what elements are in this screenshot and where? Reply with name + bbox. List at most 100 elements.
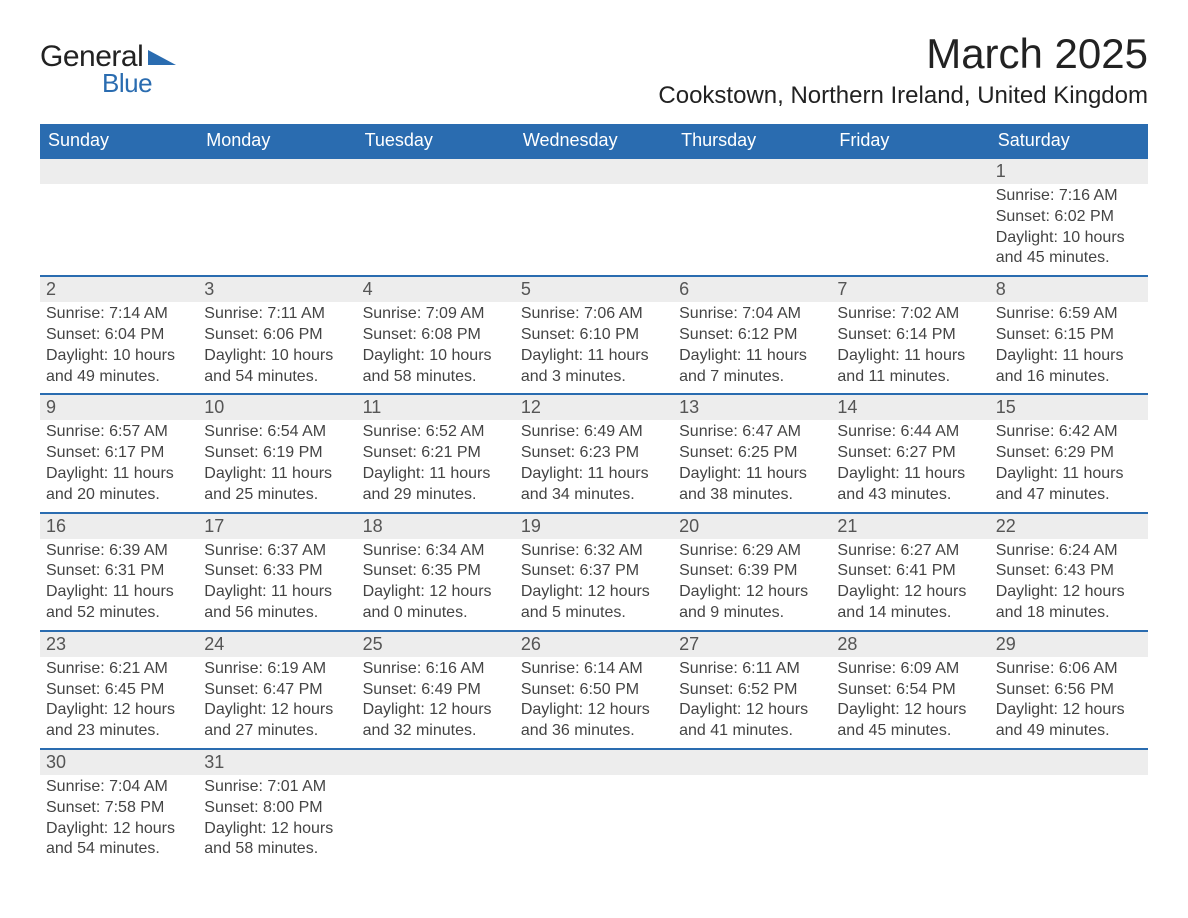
day-info-cell	[831, 775, 989, 866]
day-number-cell: 13	[673, 394, 831, 420]
month-title: March 2025	[658, 30, 1148, 78]
day-number-cell: 10	[198, 394, 356, 420]
sunset-line: Sunset: 6:56 PM	[996, 680, 1142, 701]
day-number-cell	[198, 158, 356, 184]
day-number-cell: 30	[40, 749, 198, 775]
sunset-line: Sunset: 6:17 PM	[46, 443, 192, 464]
day-number-row: 3031	[40, 749, 1148, 775]
sunrise-line: Sunrise: 6:44 AM	[837, 422, 983, 443]
sunrise-line: Sunrise: 6:27 AM	[837, 541, 983, 562]
header: General Blue March 2025 Cookstown, North…	[40, 30, 1148, 118]
day-number-cell: 19	[515, 513, 673, 539]
day-number-cell: 11	[357, 394, 515, 420]
daylight-line: Daylight: 11 hours and 56 minutes.	[204, 582, 350, 624]
col-monday: Monday	[198, 124, 356, 158]
day-info-cell: Sunrise: 7:09 AMSunset: 6:08 PMDaylight:…	[357, 302, 515, 394]
sunset-line: Sunset: 6:06 PM	[204, 325, 350, 346]
day-info-row: Sunrise: 6:21 AMSunset: 6:45 PMDaylight:…	[40, 657, 1148, 749]
day-number-cell: 16	[40, 513, 198, 539]
daylight-line: Daylight: 12 hours and 23 minutes.	[46, 700, 192, 742]
daylight-line: Daylight: 11 hours and 25 minutes.	[204, 464, 350, 506]
day-number-cell	[831, 158, 989, 184]
day-number-cell	[515, 158, 673, 184]
daylight-line: Daylight: 12 hours and 14 minutes.	[837, 582, 983, 624]
day-info-cell: Sunrise: 6:52 AMSunset: 6:21 PMDaylight:…	[357, 420, 515, 512]
daylight-line: Daylight: 12 hours and 54 minutes.	[46, 819, 192, 861]
sunrise-line: Sunrise: 7:14 AM	[46, 304, 192, 325]
day-number-cell: 6	[673, 276, 831, 302]
day-number-cell: 3	[198, 276, 356, 302]
daylight-line: Daylight: 11 hours and 38 minutes.	[679, 464, 825, 506]
daylight-line: Daylight: 11 hours and 52 minutes.	[46, 582, 192, 624]
sunrise-line: Sunrise: 6:49 AM	[521, 422, 667, 443]
daylight-line: Daylight: 11 hours and 11 minutes.	[837, 346, 983, 388]
day-number-cell	[357, 158, 515, 184]
day-number-cell	[990, 749, 1148, 775]
sunrise-line: Sunrise: 7:01 AM	[204, 777, 350, 798]
daylight-line: Daylight: 12 hours and 32 minutes.	[363, 700, 509, 742]
day-number-cell: 12	[515, 394, 673, 420]
day-info-cell: Sunrise: 7:02 AMSunset: 6:14 PMDaylight:…	[831, 302, 989, 394]
logo-triangle-icon	[148, 47, 176, 70]
col-saturday: Saturday	[990, 124, 1148, 158]
day-info-cell: Sunrise: 6:42 AMSunset: 6:29 PMDaylight:…	[990, 420, 1148, 512]
sunset-line: Sunset: 6:45 PM	[46, 680, 192, 701]
day-info-cell: Sunrise: 6:39 AMSunset: 6:31 PMDaylight:…	[40, 539, 198, 631]
day-number-row: 1	[40, 158, 1148, 184]
day-info-cell: Sunrise: 6:37 AMSunset: 6:33 PMDaylight:…	[198, 539, 356, 631]
daylight-line: Daylight: 11 hours and 34 minutes.	[521, 464, 667, 506]
daylight-line: Daylight: 11 hours and 47 minutes.	[996, 464, 1142, 506]
day-info-cell: Sunrise: 6:19 AMSunset: 6:47 PMDaylight:…	[198, 657, 356, 749]
daylight-line: Daylight: 11 hours and 29 minutes.	[363, 464, 509, 506]
sunset-line: Sunset: 6:04 PM	[46, 325, 192, 346]
day-info-cell: Sunrise: 6:16 AMSunset: 6:49 PMDaylight:…	[357, 657, 515, 749]
sunset-line: Sunset: 8:00 PM	[204, 798, 350, 819]
day-info-cell	[673, 184, 831, 276]
sunrise-line: Sunrise: 6:34 AM	[363, 541, 509, 562]
logo-text-blue: Blue	[102, 68, 152, 99]
day-info-cell	[990, 775, 1148, 866]
day-number-cell: 25	[357, 631, 515, 657]
daylight-line: Daylight: 12 hours and 41 minutes.	[679, 700, 825, 742]
sunrise-line: Sunrise: 6:32 AM	[521, 541, 667, 562]
sunset-line: Sunset: 6:08 PM	[363, 325, 509, 346]
col-thursday: Thursday	[673, 124, 831, 158]
day-info-cell: Sunrise: 7:04 AMSunset: 7:58 PMDaylight:…	[40, 775, 198, 866]
sunrise-line: Sunrise: 6:59 AM	[996, 304, 1142, 325]
sunrise-line: Sunrise: 6:39 AM	[46, 541, 192, 562]
day-info-cell: Sunrise: 6:11 AMSunset: 6:52 PMDaylight:…	[673, 657, 831, 749]
sunset-line: Sunset: 6:37 PM	[521, 561, 667, 582]
daylight-line: Daylight: 11 hours and 43 minutes.	[837, 464, 983, 506]
day-info-cell	[515, 775, 673, 866]
day-number-cell	[673, 749, 831, 775]
sunrise-line: Sunrise: 7:11 AM	[204, 304, 350, 325]
sunrise-line: Sunrise: 6:06 AM	[996, 659, 1142, 680]
sunset-line: Sunset: 6:02 PM	[996, 207, 1142, 228]
day-number-cell: 26	[515, 631, 673, 657]
day-info-row: Sunrise: 7:14 AMSunset: 6:04 PMDaylight:…	[40, 302, 1148, 394]
day-info-row: Sunrise: 7:16 AMSunset: 6:02 PMDaylight:…	[40, 184, 1148, 276]
day-info-cell	[198, 184, 356, 276]
day-number-cell: 31	[198, 749, 356, 775]
sunset-line: Sunset: 6:19 PM	[204, 443, 350, 464]
sunset-line: Sunset: 6:27 PM	[837, 443, 983, 464]
day-info-cell: Sunrise: 7:16 AMSunset: 6:02 PMDaylight:…	[990, 184, 1148, 276]
daylight-line: Daylight: 10 hours and 49 minutes.	[46, 346, 192, 388]
day-number-cell: 15	[990, 394, 1148, 420]
day-info-cell	[357, 184, 515, 276]
day-info-row: Sunrise: 6:39 AMSunset: 6:31 PMDaylight:…	[40, 539, 1148, 631]
day-number-cell: 22	[990, 513, 1148, 539]
day-info-cell: Sunrise: 6:44 AMSunset: 6:27 PMDaylight:…	[831, 420, 989, 512]
col-sunday: Sunday	[40, 124, 198, 158]
day-info-cell: Sunrise: 6:57 AMSunset: 6:17 PMDaylight:…	[40, 420, 198, 512]
daylight-line: Daylight: 12 hours and 45 minutes.	[837, 700, 983, 742]
day-number-cell: 21	[831, 513, 989, 539]
day-info-cell	[831, 184, 989, 276]
day-number-cell: 2	[40, 276, 198, 302]
day-number-cell: 7	[831, 276, 989, 302]
daylight-line: Daylight: 12 hours and 27 minutes.	[204, 700, 350, 742]
day-number-row: 16171819202122	[40, 513, 1148, 539]
day-info-row: Sunrise: 7:04 AMSunset: 7:58 PMDaylight:…	[40, 775, 1148, 866]
day-number-cell: 1	[990, 158, 1148, 184]
day-number-cell: 8	[990, 276, 1148, 302]
